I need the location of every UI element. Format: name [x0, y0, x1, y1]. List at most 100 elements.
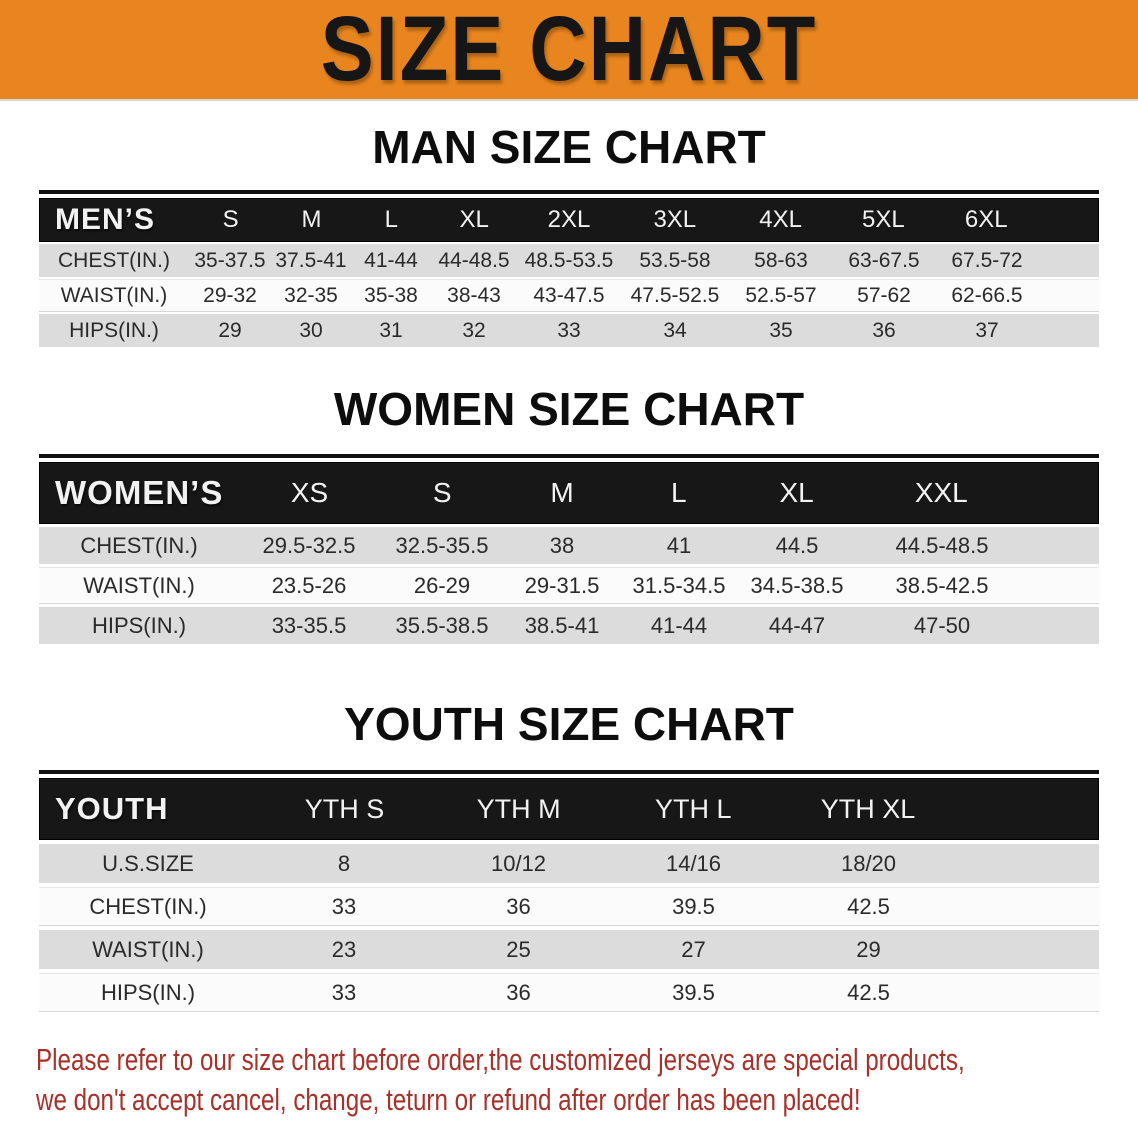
- size-value: 23: [331, 936, 357, 962]
- size-value: 63-67.5: [848, 248, 920, 272]
- size-value: 8: [337, 850, 351, 876]
- size-value: 35-37.5: [194, 248, 266, 272]
- table-row: HIPS(IN.) 33 36 39.5 42.5: [39, 973, 1099, 1012]
- size-value: 41: [666, 532, 692, 558]
- size-value: 23.5-26: [271, 572, 347, 598]
- column-header: M: [550, 477, 574, 508]
- row-label: CHEST(IN.): [89, 893, 207, 919]
- size-value: 33-35.5: [271, 612, 347, 638]
- size-value: 25: [506, 936, 531, 962]
- size-value: 48.5-53.5: [524, 248, 614, 272]
- column-header: XS: [290, 477, 329, 508]
- size-value: 35-38: [364, 283, 418, 307]
- column-header: L: [384, 206, 399, 233]
- banner: SIZE CHART: [0, 0, 1138, 101]
- table-row: WAIST(IN.) 23 25 27 29: [39, 930, 1099, 969]
- size-value: 18/20: [840, 850, 897, 876]
- column-header: L: [671, 477, 687, 508]
- size-value: 62-66.5: [951, 283, 1023, 307]
- size-value: 29-32: [203, 283, 257, 307]
- row-label: WAIST(IN.): [83, 572, 195, 598]
- disclaimer-line-2: we don't accept cancel, change, teturn o…: [36, 1082, 861, 1117]
- size-value: 35: [769, 318, 793, 342]
- size-value: 34: [663, 318, 687, 342]
- size-value: 38-43: [447, 283, 501, 307]
- size-value: 53.5-58: [639, 248, 711, 272]
- size-value: 38.5-41: [524, 612, 600, 638]
- banner-title: SIZE CHART: [320, 0, 818, 100]
- size-value: 44-48.5: [438, 248, 510, 272]
- size-value: 67.5-72: [951, 248, 1023, 272]
- table-row: CHEST(IN.) 29.5-32.5 32.5-35.5 38 41 44.5 44.5…: [39, 527, 1099, 564]
- column-header: YTH XL: [820, 793, 916, 824]
- size-value: 10/12: [490, 850, 547, 876]
- women-size-table: WOMEN’S XS S M L XL XXL CHEST(IN.) 29.5-32.5 32.5…: [39, 454, 1099, 644]
- row-label: CHEST(IN.): [58, 248, 170, 272]
- column-header: S: [432, 477, 452, 508]
- size-value: 36: [506, 979, 531, 1005]
- column-header: XL: [459, 206, 489, 233]
- column-header: XXL: [914, 477, 968, 508]
- size-value: 47.5-52.5: [630, 283, 720, 307]
- disclaimer: Please refer to our size chart before or…: [36, 1040, 1138, 1120]
- size-value: 29-31.5: [524, 572, 600, 598]
- size-value: 27: [681, 936, 706, 962]
- table-row: HIPS(IN.) 29 30 31 32 33 34 35 36 37: [39, 314, 1099, 347]
- table-top-rule: [39, 190, 1099, 194]
- size-value: 37.5-41: [275, 248, 347, 272]
- row-label: CHEST(IN.): [80, 532, 198, 558]
- size-value: 31: [379, 318, 403, 342]
- table-row: WAIST(IN.) 23.5-26 26-29 29-31.5 31.5-34.5 34…: [39, 567, 1099, 604]
- table-top-rule: [39, 454, 1099, 458]
- size-value: 35.5-38.5: [395, 612, 489, 638]
- size-value: 38: [549, 532, 575, 558]
- column-header: 4XL: [759, 206, 802, 233]
- size-value: 39.5: [672, 893, 715, 919]
- size-value: 36: [872, 318, 896, 342]
- size-value: 38.5-42.5: [895, 572, 989, 598]
- table-top-rule: [39, 770, 1099, 774]
- size-value: 33: [557, 318, 581, 342]
- size-value: 47-50: [913, 612, 971, 638]
- column-header: YTH L: [655, 793, 732, 824]
- table-header-row: WOMEN’S XS S M L XL XXL: [39, 462, 1099, 524]
- size-value: 41-44: [650, 612, 708, 638]
- row-label: HIPS(IN.): [91, 612, 187, 638]
- table-corner-label: MEN’S: [55, 203, 156, 236]
- column-header: 5XL: [862, 206, 905, 233]
- size-value: 58-63: [754, 248, 808, 272]
- size-value: 26-29: [413, 572, 471, 598]
- size-value: 14/16: [665, 850, 722, 876]
- disclaimer-line-1: Please refer to our size chart before or…: [36, 1042, 965, 1077]
- table-row: WAIST(IN.) 29-32 32-35 35-38 38-43 43-47.5 47.…: [39, 279, 1099, 312]
- size-value: 41-44: [364, 248, 418, 272]
- man-size-section: MAN SIZE CHART MEN’S S M L XL 2XL 3XL 4XL 5XL 6XL…: [0, 121, 1138, 347]
- size-value: 32.5-35.5: [395, 532, 489, 558]
- column-header: 2XL: [547, 206, 591, 233]
- table-row: HIPS(IN.) 33-35.5 35.5-38.5 38.5-41 41-44 44-…: [39, 607, 1099, 644]
- table-header-row: MEN’S S M L XL 2XL 3XL 4XL 5XL 6XL: [39, 198, 1099, 242]
- size-value: 31.5-34.5: [632, 572, 726, 598]
- size-value: 32: [462, 318, 486, 342]
- size-value: 30: [299, 318, 323, 342]
- women-size-section: WOMEN SIZE CHART WOMEN’S XS S M L XL XXL CHEST(…: [0, 383, 1138, 644]
- row-label: U.S.SIZE: [102, 850, 194, 876]
- row-label: WAIST(IN.): [92, 936, 204, 962]
- size-value: 34.5-38.5: [750, 572, 844, 598]
- table-row: CHEST(IN.) 35-37.5 37.5-41 41-44 44-48.5 48.5…: [39, 244, 1099, 277]
- column-header: 6XL: [964, 206, 1008, 233]
- size-value: 39.5: [672, 979, 715, 1005]
- size-value: 36: [506, 893, 531, 919]
- size-value: 33: [331, 893, 357, 919]
- row-label: HIPS(IN.): [69, 318, 159, 342]
- table-header-row: YOUTH YTH S YTH M YTH L YTH XL: [39, 778, 1099, 840]
- youth-size-section: YOUTH SIZE CHART YOUTH YTH S YTH M YTH L YTH…: [0, 698, 1138, 1012]
- size-value: 29.5-32.5: [262, 532, 356, 558]
- size-value: 57-62: [857, 283, 911, 307]
- table-row: U.S.SIZE 8 10/12 14/16 18/20: [39, 844, 1099, 883]
- youth-size-table: YOUTH YTH S YTH M YTH L YTH XL U.S.SIZE 8 10/12…: [39, 770, 1099, 1012]
- size-value: 44.5-48.5: [895, 532, 989, 558]
- column-header: YTH M: [476, 793, 561, 824]
- size-value: 32-35: [284, 283, 338, 307]
- size-value: 52.5-57: [745, 283, 817, 307]
